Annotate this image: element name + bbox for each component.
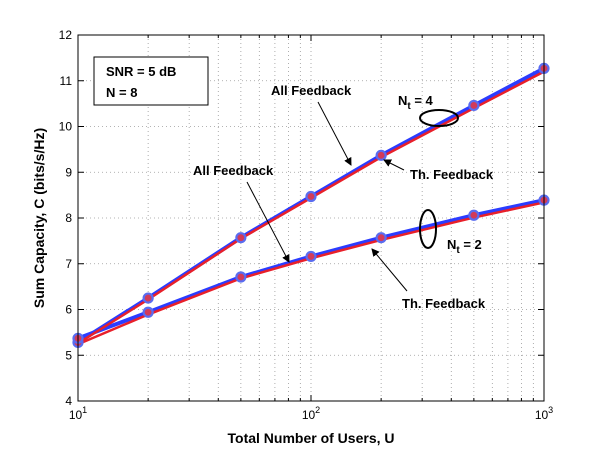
- data-point-Nt2: [142, 306, 154, 318]
- label-nt2-sub: t: [456, 245, 460, 256]
- y-tick-label: 12: [59, 28, 73, 42]
- x-tick-label-exponent: 2: [315, 405, 320, 415]
- label-nt4-rest: = 4: [411, 93, 434, 108]
- annotation-th-feedback-nt4: Th. Feedback: [410, 167, 494, 182]
- data-point-Nt2: [235, 271, 247, 283]
- x-tick-label: 103: [535, 405, 553, 422]
- data-point-Nt4: [235, 232, 247, 244]
- y-tick-label: 9: [65, 165, 72, 179]
- x-axis-title: Total Number of Users, U: [228, 430, 395, 446]
- label-nt4: Nt = 4: [398, 93, 434, 112]
- ellipse-nt2: [419, 209, 437, 249]
- y-tick-label: 6: [65, 303, 72, 317]
- annotation-arrow-th-feedback-nt4: [383, 159, 405, 171]
- data-point-Nt4: [468, 99, 480, 112]
- y-tick-label: 11: [60, 74, 73, 88]
- y-tick-label: 7: [65, 257, 72, 271]
- data-point-Nt4: [142, 292, 154, 304]
- y-axis-title: Sum Capacity, C (bits/s/Hz): [31, 128, 47, 308]
- data-point-Nt4: [305, 190, 317, 203]
- series-layer: [72, 62, 550, 349]
- ellipse-nt4: [419, 109, 459, 127]
- x-tick-label-base: 10: [535, 408, 549, 422]
- y-tick-label: 4: [65, 394, 72, 408]
- y-tick-label: 10: [59, 120, 73, 134]
- annotation-arrow-all-feedback-nt2: [246, 181, 290, 263]
- annotation-all-feedback-nt4: All Feedback: [271, 83, 352, 98]
- y-tick-label: 8: [65, 211, 72, 225]
- label-nt4-sub: t: [407, 101, 411, 112]
- label-nt4-base: N: [398, 93, 407, 108]
- annotation-th-feedback-nt2: Th. Feedback: [402, 296, 486, 311]
- info-box-n: N = 8: [106, 85, 137, 100]
- annotations: All Feedback All Feedback Th. Feedback T…: [193, 83, 494, 311]
- annotation-all-feedback-nt2: All Feedback: [193, 163, 274, 178]
- x-tick-label-base: 10: [69, 408, 83, 422]
- info-box: SNR = 5 dB N = 8: [93, 56, 209, 106]
- label-nt2-rest: = 2: [460, 237, 482, 252]
- x-tick-label: 102: [302, 405, 320, 422]
- label-nt2-base: N: [447, 237, 456, 252]
- x-tick-label-exponent: 3: [548, 405, 553, 415]
- data-point-Nt2: [375, 232, 387, 244]
- x-tick-label-base: 10: [302, 408, 316, 422]
- data-point-Nt2: [468, 209, 480, 221]
- data-point-Nt2: [305, 250, 317, 263]
- annotation-arrow-th-feedback-nt2: [371, 248, 408, 292]
- y-tick-label: 5: [65, 348, 72, 362]
- label-nt2: Nt = 2: [447, 237, 482, 256]
- annotation-arrow-all-feedback-nt4: [317, 101, 352, 166]
- data-point-Nt4: [375, 149, 387, 161]
- info-box-frame: [93, 56, 209, 106]
- x-tick-label-exponent: 1: [82, 405, 87, 415]
- info-box-snr: SNR = 5 dB: [106, 64, 176, 79]
- x-tick-label: 101: [69, 405, 87, 422]
